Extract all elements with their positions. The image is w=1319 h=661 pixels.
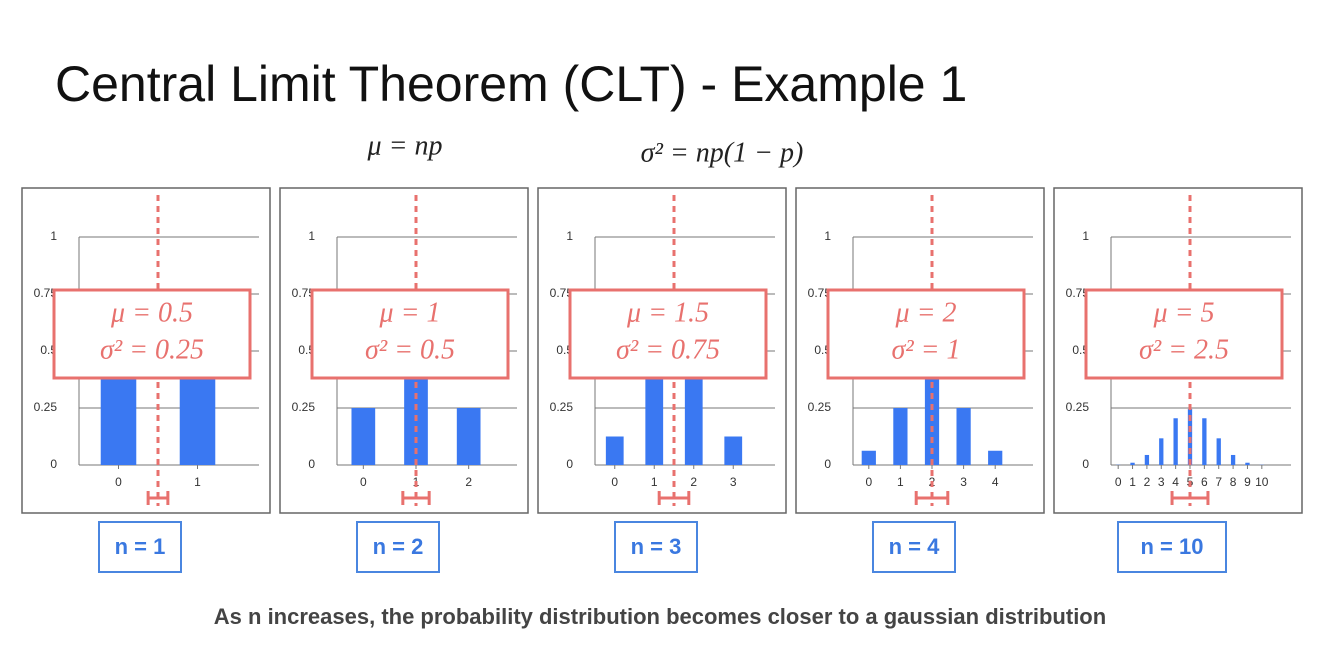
variance-label: σ² = 1: [891, 334, 960, 365]
variance-label: σ² = 2.5: [1139, 334, 1229, 365]
x-tick-label: 0: [611, 475, 618, 489]
formula: μ = np: [367, 130, 443, 161]
y-tick-label: 0: [824, 457, 831, 471]
y-tick-label: 0.25: [34, 400, 58, 414]
bar: [645, 380, 663, 466]
y-tick-label: 1: [566, 229, 573, 243]
formula: σ² = np(1 − p): [641, 137, 804, 168]
bar: [1145, 455, 1149, 465]
x-tick-label: 0: [360, 475, 367, 489]
y-tick-label: 0: [1082, 457, 1089, 471]
x-tick-label: 1: [651, 475, 658, 489]
x-tick-label: 4: [992, 475, 999, 489]
y-tick-label: 1: [308, 229, 315, 243]
bar: [606, 437, 624, 466]
x-tick-label: 3: [730, 475, 737, 489]
bar: [457, 408, 481, 465]
y-tick-label: 0.25: [1066, 400, 1090, 414]
x-tick-label: 0: [115, 475, 122, 489]
x-tick-label: 1: [1129, 475, 1136, 489]
n-label: n = 1: [115, 534, 166, 559]
x-tick-label: 9: [1244, 475, 1251, 489]
x-tick-label: 0: [865, 475, 872, 489]
x-tick-label: 4: [1172, 475, 1179, 489]
variance-label: σ² = 0.75: [616, 334, 720, 365]
bar: [351, 408, 375, 465]
n-label: n = 4: [889, 534, 941, 559]
x-tick-label: 2: [690, 475, 697, 489]
bar: [1173, 418, 1177, 465]
y-tick-label: 0: [566, 457, 573, 471]
x-tick-label: 2: [465, 475, 472, 489]
x-tick-label: 3: [960, 475, 967, 489]
x-tick-label: 6: [1201, 475, 1208, 489]
variance-label: σ² = 0.5: [365, 334, 455, 365]
x-tick-label: 2: [1144, 475, 1151, 489]
y-tick-label: 0: [50, 457, 57, 471]
x-tick-label: 1: [194, 475, 201, 489]
bar: [1159, 438, 1163, 465]
bar: [862, 451, 876, 465]
y-tick-label: 0.25: [550, 400, 574, 414]
n-label: n = 10: [1141, 534, 1204, 559]
mean-label: μ = 0.5: [110, 297, 193, 328]
mean-label: μ = 1: [379, 297, 441, 328]
x-tick-label: 8: [1230, 475, 1237, 489]
bar: [1245, 463, 1249, 465]
x-tick-label: 0: [1115, 475, 1122, 489]
x-tick-label: 3: [1158, 475, 1165, 489]
bar: [1231, 455, 1235, 465]
x-tick-label: 10: [1255, 475, 1269, 489]
y-tick-label: 0.25: [292, 400, 316, 414]
bar: [1217, 438, 1221, 465]
n-label: n = 2: [373, 534, 424, 559]
x-tick-label: 1: [897, 475, 904, 489]
y-tick-label: 1: [824, 229, 831, 243]
bar: [685, 380, 703, 466]
y-tick-label: 1: [1082, 229, 1089, 243]
bar: [1202, 418, 1206, 465]
y-tick-label: 0: [308, 457, 315, 471]
caption: As n increases, the probability distribu…: [214, 604, 1106, 629]
mean-label: μ = 5: [1153, 297, 1215, 328]
variance-label: σ² = 0.25: [100, 334, 204, 365]
bar: [956, 408, 970, 465]
bar: [988, 451, 1002, 465]
mean-label: μ = 1.5: [626, 297, 709, 328]
bar: [724, 437, 742, 466]
bar: [1130, 463, 1134, 465]
slide-title: Central Limit Theorem (CLT) - Example 1: [55, 56, 967, 112]
x-tick-label: 7: [1215, 475, 1222, 489]
mean-label: μ = 2: [895, 297, 957, 328]
bar: [893, 408, 907, 465]
y-tick-label: 0.25: [808, 400, 832, 414]
n-label: n = 3: [631, 534, 682, 559]
y-tick-label: 1: [50, 229, 57, 243]
